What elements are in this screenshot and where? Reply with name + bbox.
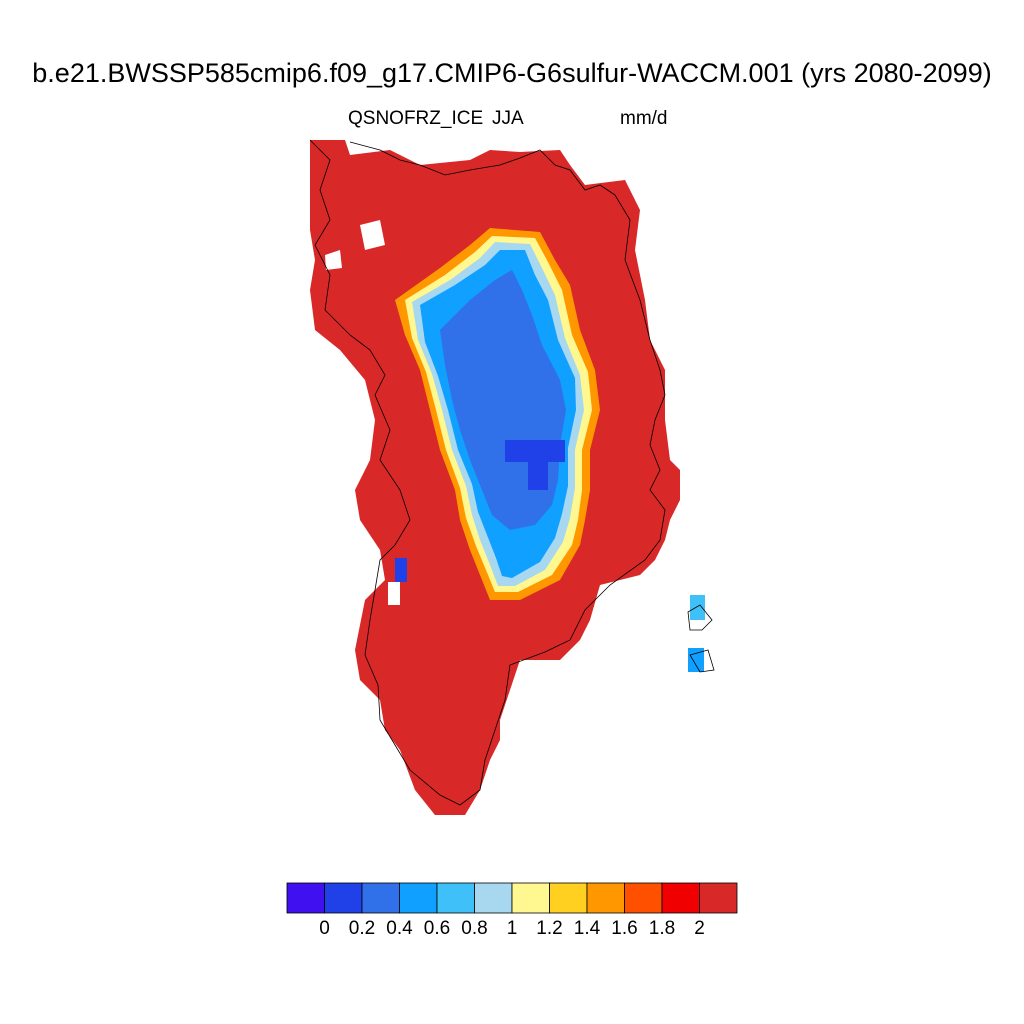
gap-sw [388,582,400,605]
colorbar-tick-label: 0.2 [348,918,376,939]
colorbar-tick-label: 1.2 [536,918,563,939]
colorbar-tick-label: 0.8 [461,918,488,939]
cell-sw-blue [395,558,407,582]
colorbar-tick-label: 2 [694,918,705,939]
island-east-upper [690,595,705,620]
gap-nw-1 [360,220,385,250]
field-layer [310,140,705,815]
gap-nw-2 [325,250,342,270]
units-label: mm/d [620,108,668,129]
map-title: b.e21.BWSSP585cmip6.f09_g17.CMIP6-G6sulf… [32,58,992,88]
coastline-west [309,139,666,806]
colorbar-tick-label: 0.4 [386,918,413,939]
season-label: JJA [492,108,524,129]
colorbar-tick-label: 1.6 [611,918,638,939]
coastline-layer [309,139,715,806]
colorbar-tick-label: 1 [506,918,518,939]
field-minimum [505,440,565,490]
colorbar-tick-label: 1.8 [648,918,676,939]
coastline-island [687,604,715,673]
variable-label: QSNOFRZ_ICE [348,108,484,129]
colorbar-tick-label: 0.6 [423,918,451,939]
island-east-lower [688,648,704,672]
colorbar-tick-label: 1.4 [573,918,601,939]
colorbar-tick-label: 0 [319,918,330,939]
